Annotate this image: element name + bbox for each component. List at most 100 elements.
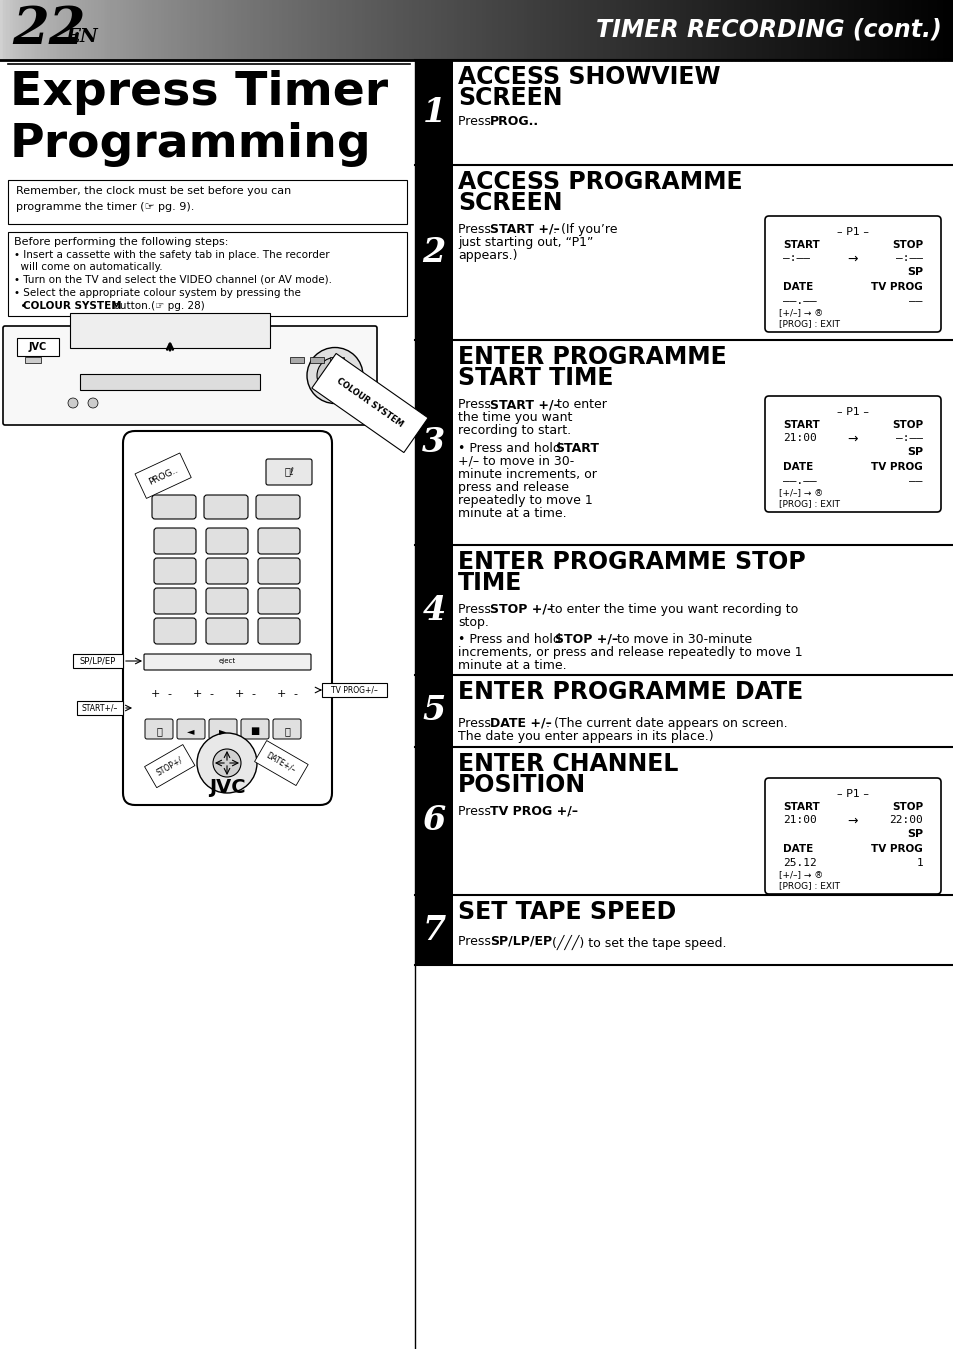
Bar: [76, 0, 80, 59]
Text: • Press and hold: • Press and hold: [457, 442, 564, 455]
FancyBboxPatch shape: [206, 618, 248, 643]
Bar: [226, 0, 230, 59]
Bar: [540, 0, 544, 59]
Bar: [864, 0, 868, 59]
Text: -: -: [293, 689, 296, 699]
Bar: [419, 0, 423, 59]
Text: • Press and hold: • Press and hold: [457, 633, 564, 646]
Bar: [734, 0, 738, 59]
Bar: [645, 0, 649, 59]
Bar: [12, 0, 17, 59]
Text: SP: SP: [906, 447, 923, 457]
Bar: [397, 0, 401, 59]
Bar: [235, 0, 239, 59]
Bar: [29, 0, 32, 59]
Bar: [330, 357, 344, 363]
Text: SP: SP: [906, 830, 923, 839]
Bar: [896, 0, 900, 59]
Bar: [178, 0, 182, 59]
Bar: [553, 0, 557, 59]
Bar: [334, 0, 337, 59]
Bar: [870, 0, 875, 59]
FancyBboxPatch shape: [764, 397, 940, 513]
Circle shape: [213, 749, 241, 777]
Bar: [527, 0, 532, 59]
Bar: [927, 0, 932, 59]
Text: 25.12: 25.12: [782, 858, 816, 867]
Text: JVC: JVC: [209, 778, 245, 797]
Bar: [559, 0, 563, 59]
Bar: [331, 0, 335, 59]
Text: SCREEN: SCREEN: [457, 86, 562, 111]
Bar: [762, 0, 766, 59]
Text: PROG..: PROG..: [490, 115, 538, 128]
Bar: [416, 0, 420, 59]
Text: EN: EN: [65, 28, 97, 46]
Bar: [213, 0, 217, 59]
Bar: [756, 0, 760, 59]
Bar: [455, 0, 458, 59]
Text: minute at a time.: minute at a time.: [457, 507, 566, 519]
Text: –:––: –:––: [895, 254, 923, 263]
Bar: [222, 0, 227, 59]
Text: ⏮: ⏮: [156, 726, 162, 737]
Text: the time you want: the time you want: [457, 411, 572, 424]
Text: [+/–] → ®: [+/–] → ®: [779, 488, 822, 496]
Text: POSITION: POSITION: [457, 773, 585, 797]
Bar: [686, 0, 690, 59]
Bar: [312, 0, 315, 59]
Text: .: .: [567, 805, 572, 817]
Bar: [826, 0, 830, 59]
Bar: [140, 0, 144, 59]
Text: Programming: Programming: [10, 121, 372, 167]
Bar: [569, 0, 573, 59]
FancyBboxPatch shape: [206, 558, 248, 584]
Bar: [810, 0, 814, 59]
Text: increments, or press and release repeatedly to move 1: increments, or press and release repeate…: [457, 646, 801, 660]
Text: START: START: [782, 420, 819, 430]
Bar: [788, 0, 792, 59]
Bar: [415, 894, 453, 965]
Text: [+/–] → ®: [+/–] → ®: [779, 870, 822, 880]
Bar: [45, 0, 49, 59]
Bar: [524, 0, 528, 59]
Bar: [83, 0, 87, 59]
Text: press and release: press and release: [457, 482, 568, 494]
Bar: [131, 0, 134, 59]
FancyBboxPatch shape: [273, 719, 301, 739]
Bar: [3, 0, 8, 59]
Bar: [877, 0, 881, 59]
Bar: [924, 0, 928, 59]
Text: • Select the appropriate colour system by pressing the: • Select the appropriate colour system b…: [14, 287, 300, 298]
FancyBboxPatch shape: [153, 618, 195, 643]
Text: ENTER PROGRAMME STOP: ENTER PROGRAMME STOP: [457, 550, 805, 575]
Bar: [737, 0, 741, 59]
Bar: [286, 0, 290, 59]
Bar: [946, 0, 951, 59]
Bar: [70, 313, 270, 348]
Bar: [310, 357, 324, 363]
Bar: [155, 0, 160, 59]
Bar: [429, 0, 433, 59]
Bar: [264, 0, 268, 59]
Text: – P1 –: – P1 –: [836, 227, 868, 237]
Text: [PROG] : EXIT: [PROG] : EXIT: [779, 881, 840, 890]
FancyBboxPatch shape: [241, 719, 269, 739]
FancyBboxPatch shape: [144, 654, 311, 670]
Text: to enter: to enter: [553, 398, 606, 411]
Bar: [324, 0, 328, 59]
Bar: [436, 0, 439, 59]
Bar: [283, 0, 287, 59]
Bar: [498, 0, 503, 59]
Bar: [861, 0, 865, 59]
Bar: [641, 0, 646, 59]
Bar: [165, 0, 170, 59]
Text: Before performing the following steps:: Before performing the following steps:: [14, 237, 228, 247]
Bar: [496, 0, 499, 59]
Bar: [121, 0, 125, 59]
Bar: [874, 0, 878, 59]
Bar: [760, 0, 763, 59]
Bar: [298, 0, 303, 59]
Bar: [467, 0, 471, 59]
Bar: [708, 0, 713, 59]
